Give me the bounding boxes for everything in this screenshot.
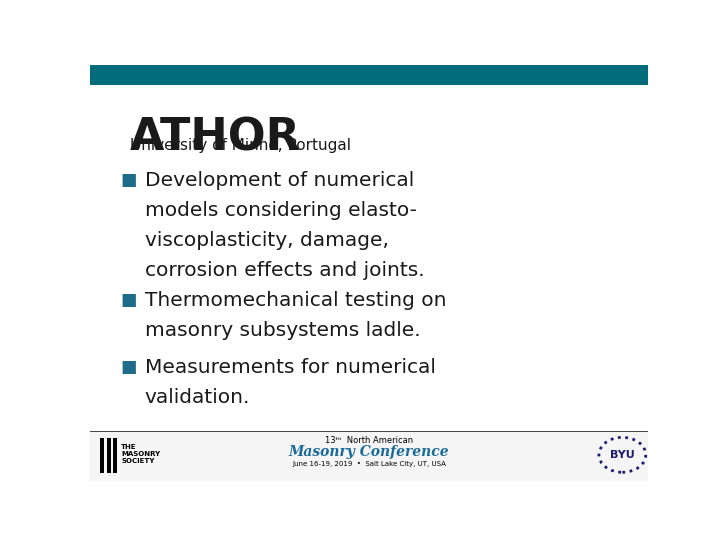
Text: University of Minho, Portugal: University of Minho, Portugal bbox=[130, 138, 351, 153]
Text: Thermomechanical testing on: Thermomechanical testing on bbox=[145, 292, 446, 310]
Text: validation.: validation. bbox=[145, 388, 250, 407]
Text: BYU: BYU bbox=[610, 450, 635, 460]
Text: corrosion effects and joints.: corrosion effects and joints. bbox=[145, 261, 424, 280]
Text: 13ᵗʰ  North American: 13ᵗʰ North American bbox=[325, 436, 413, 445]
FancyBboxPatch shape bbox=[90, 431, 648, 481]
Text: ■: ■ bbox=[121, 358, 137, 376]
FancyBboxPatch shape bbox=[90, 65, 648, 85]
Text: ■: ■ bbox=[121, 171, 137, 189]
Text: Measurements for numerical: Measurements for numerical bbox=[145, 358, 436, 377]
Text: June 16-19, 2019  •  Salt Lake City, UT, USA: June 16-19, 2019 • Salt Lake City, UT, U… bbox=[292, 461, 446, 467]
Text: viscoplasticity, damage,: viscoplasticity, damage, bbox=[145, 231, 389, 249]
FancyBboxPatch shape bbox=[100, 438, 104, 473]
Text: Development of numerical: Development of numerical bbox=[145, 171, 414, 190]
Text: ■: ■ bbox=[121, 292, 137, 309]
FancyBboxPatch shape bbox=[107, 438, 111, 473]
FancyBboxPatch shape bbox=[114, 438, 117, 473]
Text: models considering elasto-: models considering elasto- bbox=[145, 201, 417, 220]
Text: THE
MASONRY
SOCIETY: THE MASONRY SOCIETY bbox=[121, 443, 161, 463]
Text: Masonry Conference: Masonry Conference bbox=[289, 445, 449, 459]
Text: ATHOR: ATHOR bbox=[130, 117, 301, 160]
Text: masonry subsystems ladle.: masonry subsystems ladle. bbox=[145, 321, 420, 340]
